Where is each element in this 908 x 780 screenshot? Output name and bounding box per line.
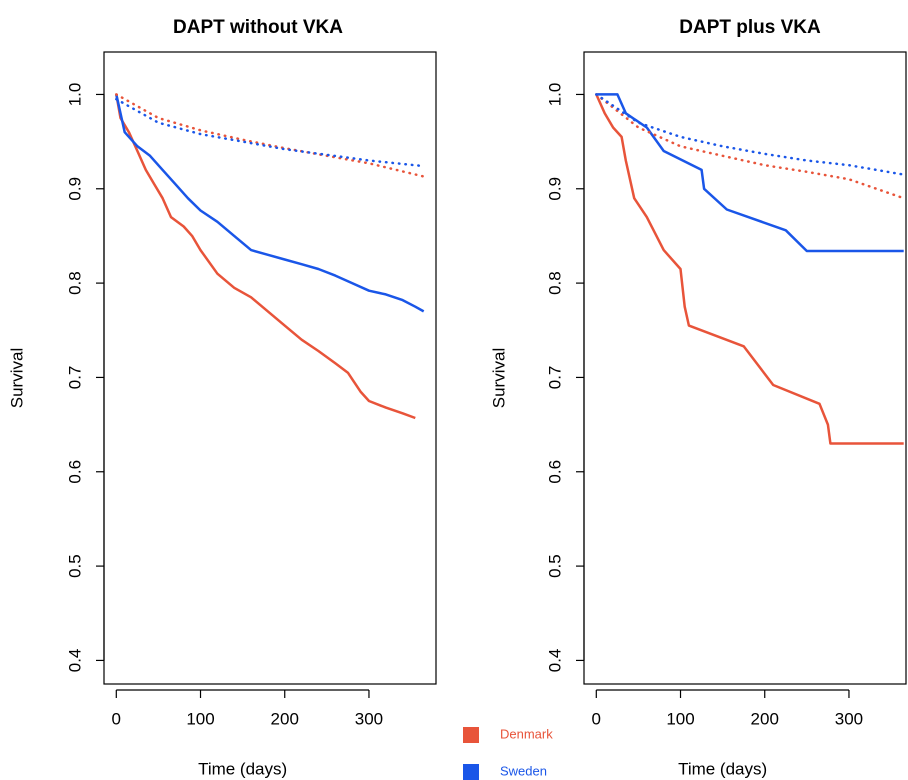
y-tick-label: 0.5 — [545, 554, 564, 578]
y-tick-label: 0.8 — [65, 271, 84, 295]
survival-line — [596, 93, 904, 253]
legend-swatch — [463, 764, 479, 780]
y-tick-label: 0.6 — [65, 460, 84, 484]
y-tick-label: 0.7 — [65, 366, 84, 390]
y-tick-label: 0.5 — [65, 554, 84, 578]
legend-label: Sweden — [500, 763, 547, 778]
y-tick-label: 1.0 — [65, 83, 84, 107]
survival-line — [115, 94, 416, 420]
reference-line — [115, 93, 425, 178]
x-tick-label: 100 — [666, 709, 694, 728]
survival-line — [115, 94, 425, 313]
y-tick-label: 0.7 — [545, 366, 564, 390]
x-tick-label: 0 — [592, 709, 601, 728]
reference-line — [115, 97, 425, 168]
y-tick-label: 0.6 — [545, 460, 564, 484]
plot-box — [583, 51, 907, 685]
y-axis-label: Survival — [489, 348, 508, 408]
legend-label: Denmark — [500, 726, 553, 741]
x-tick-label: 300 — [835, 709, 863, 728]
y-tick-label: 0.4 — [65, 649, 84, 673]
y-tick-label: 0.9 — [65, 177, 84, 201]
x-tick-label: 200 — [751, 709, 779, 728]
legend-swatch — [463, 727, 479, 743]
chart-title: DAPT without VKA — [173, 17, 343, 38]
reference-line — [595, 93, 905, 200]
x-tick-label: 200 — [271, 709, 299, 728]
y-tick-label: 0.4 — [545, 649, 564, 673]
x-tick-label: 300 — [355, 709, 383, 728]
chart-title: DAPT plus VKA — [679, 17, 821, 38]
x-axis-label: Time (days) — [678, 759, 767, 778]
x-axis-label: Time (days) — [198, 759, 287, 778]
y-tick-label: 0.9 — [545, 177, 564, 201]
survival-line — [595, 93, 904, 445]
y-axis-label: Survival — [7, 348, 26, 408]
x-tick-label: 0 — [112, 709, 121, 728]
reference-line — [595, 93, 905, 176]
x-tick-label: 100 — [186, 709, 214, 728]
y-tick-label: 1.0 — [545, 83, 564, 107]
y-tick-label: 0.8 — [545, 271, 564, 295]
